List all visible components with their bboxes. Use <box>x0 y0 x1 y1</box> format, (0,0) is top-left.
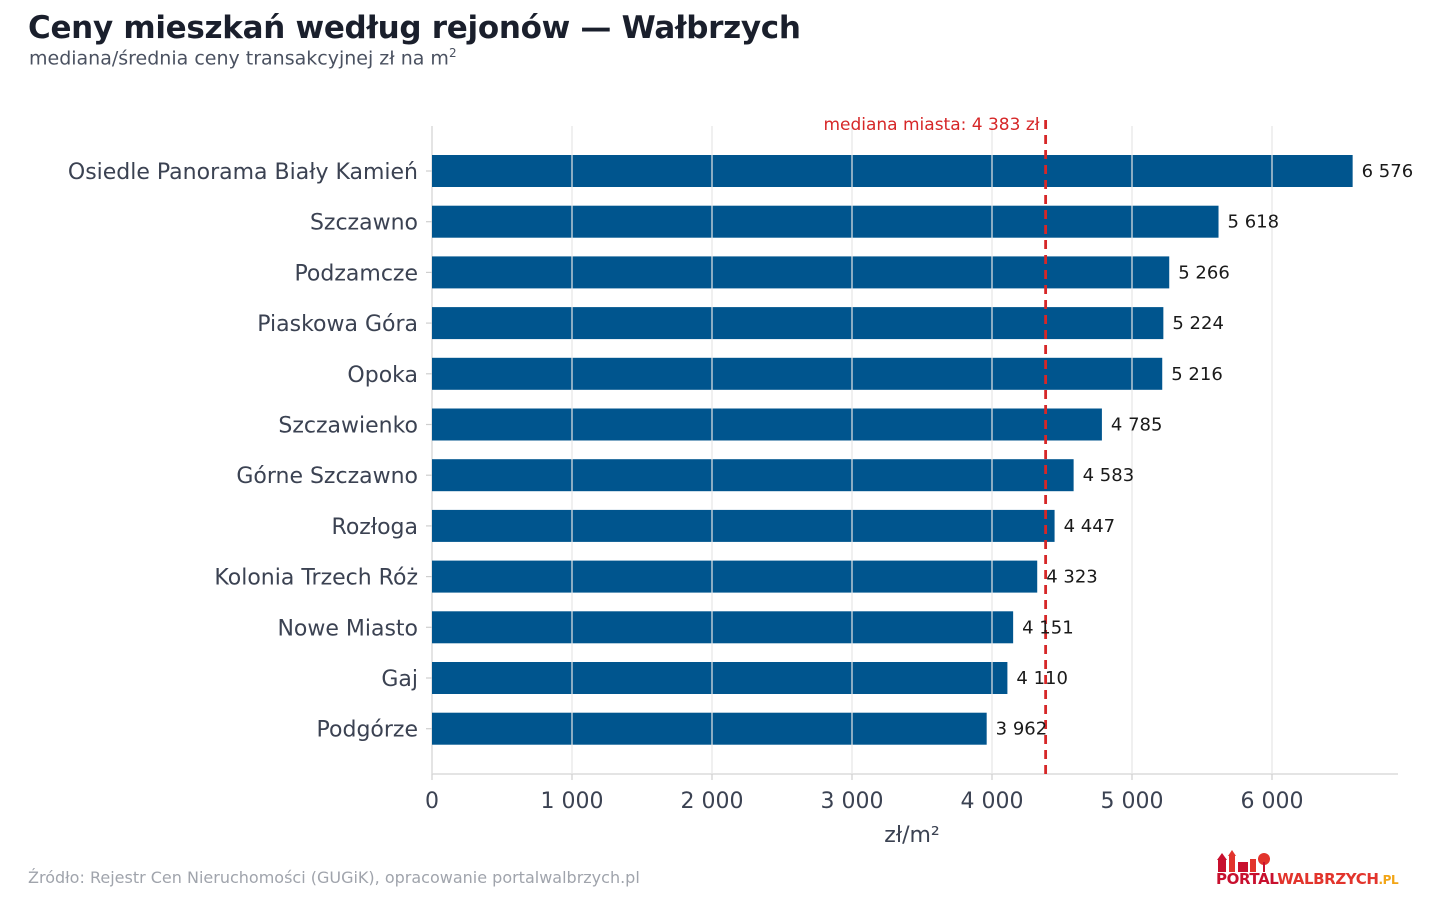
bar <box>432 408 1102 441</box>
category-label: Rozłoga <box>332 515 418 540</box>
subtitle-text: mediana/średnia ceny transakcyjnej zł na… <box>29 47 449 70</box>
bar <box>432 155 1353 187</box>
logo-part-walbrzych: WALBRZYCH <box>1277 870 1379 888</box>
x-tick-label: 1 000 <box>541 789 604 814</box>
category-label: Piaskowa Góra <box>257 312 418 337</box>
bar <box>432 307 1164 340</box>
bar <box>432 509 1055 542</box>
logo-wordmark: PORTALWALBRZYCH.PL <box>1216 870 1399 888</box>
bar <box>432 560 1038 593</box>
x-axis-title: zł/m² <box>884 823 939 848</box>
chart-title: Ceny mieszkań według rejonów — Wałbrzych <box>28 10 801 46</box>
value-label: 4 323 <box>1046 567 1098 588</box>
category-label: Szczawno <box>310 211 418 236</box>
bar <box>432 662 1008 694</box>
category-label: Podgórze <box>317 718 418 743</box>
category-label: Szczawienko <box>278 414 418 439</box>
value-label: 4 151 <box>1022 617 1074 638</box>
bar <box>432 712 987 745</box>
chart-subtitle: mediana/średnia ceny transakcyjnej zł na… <box>29 46 457 69</box>
value-label: 4 785 <box>1111 415 1163 436</box>
category-label: Osiedle Panorama Biały Kamień <box>68 160 418 185</box>
value-label: 5 266 <box>1178 262 1230 283</box>
x-tick-label: 4 000 <box>961 789 1024 814</box>
bar <box>432 459 1074 492</box>
bar <box>432 611 1014 644</box>
category-label: Kolonia Trzech Róż <box>214 566 418 591</box>
value-label: 3 962 <box>996 719 1048 740</box>
category-label: Górne Szczawno <box>236 464 418 489</box>
value-label: 5 618 <box>1228 212 1280 233</box>
value-label: 5 216 <box>1171 364 1223 385</box>
category-label: Gaj <box>381 667 418 692</box>
x-tick-label: 6 000 <box>1241 789 1304 814</box>
bar <box>432 357 1163 390</box>
value-label: 5 224 <box>1172 313 1224 334</box>
category-label: Nowe Miasto <box>277 616 418 641</box>
median-label: mediana miasta: 4 383 zł <box>823 115 1039 135</box>
x-tick-label: 0 <box>425 789 439 814</box>
logo-part-portal: PORTAL <box>1216 870 1278 888</box>
portal-logo[interactable]: PORTALWALBRZYCH.PL <box>1214 850 1414 890</box>
source-note: Źródło: Rejestr Cen Nieruchomości (GUGiK… <box>28 868 640 887</box>
logo-part-pl: .PL <box>1378 873 1399 887</box>
category-label: Podzamcze <box>294 261 418 286</box>
x-tick-label: 3 000 <box>821 789 884 814</box>
bar <box>432 256 1170 289</box>
value-label: 4 447 <box>1064 516 1116 537</box>
category-label: Opoka <box>347 363 418 388</box>
bar <box>432 205 1219 238</box>
subtitle-superscript: 2 <box>448 46 457 60</box>
x-tick-label: 5 000 <box>1101 789 1164 814</box>
town-skyline-icon <box>1217 850 1270 872</box>
value-label: 4 110 <box>1016 668 1068 689</box>
value-label: 6 576 <box>1362 161 1414 182</box>
x-tick-label: 2 000 <box>681 789 744 814</box>
value-label: 4 583 <box>1083 465 1135 486</box>
